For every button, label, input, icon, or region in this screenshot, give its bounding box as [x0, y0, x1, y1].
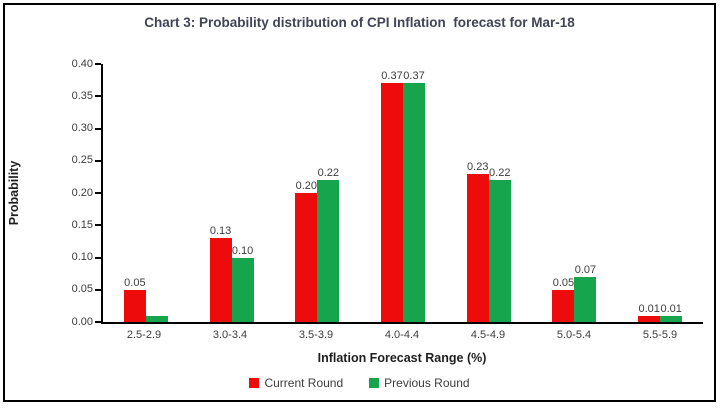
bar-group: 0.01 0.01 [617, 64, 703, 322]
bar-value-label: 0.37 [381, 70, 403, 83]
y-tick-mark [95, 159, 101, 162]
bar-value-label: 0.01 [660, 302, 682, 315]
y-axis-ticks: 0.00 0.05 0.10 0.15 0.20 0.25 0.30 0.35 0.40 [5, 58, 93, 328]
x-category-label: 4.5-4.9 [470, 329, 506, 341]
y-tick-label: 0.20 [71, 186, 93, 199]
y-tick-mark [95, 192, 101, 194]
x-category-label: 3.5-3.9 [298, 329, 334, 341]
bar-previous-round: 0.22 [488, 167, 511, 322]
y-tick-label: 0.05 [71, 283, 93, 296]
y-tick-mark [95, 127, 101, 130]
bar-value-label: 0.05 [552, 276, 575, 289]
y-tick-mark [95, 95, 101, 98]
bar-value-label: 0.37 [403, 70, 425, 83]
chart-legend: Current Round Previous Round [5, 376, 714, 390]
bar-value-label: 0.10 [231, 244, 254, 257]
bar-value-label: 0.20 [295, 180, 318, 192]
chart-frame: Chart 3: Probability distribution of CPI… [3, 3, 716, 402]
x-category-label: 2.5-2.9 [126, 329, 162, 341]
bar-group: 0.05 0.07 [532, 64, 618, 322]
y-tick-label: 0.25 [71, 154, 93, 167]
bar-current-round: 0.37 [381, 70, 404, 322]
legend-swatch-icon [369, 378, 380, 388]
bar-value-label: 0.22 [317, 167, 340, 180]
bar-groups: 0.05 0.13 0.10 0.20 0.22 0.37 0.37 0.23 0.22 0.05… [103, 64, 703, 322]
y-tick-mark [95, 288, 101, 291]
x-category-labels: 2.5-2.9 3.0-3.4 3.5-3.9 4.0-4.4 4.5-4.9 5.0-5… [101, 329, 703, 341]
x-category-label: 3.0-3.4 [212, 329, 248, 341]
bar-group: 0.37 0.37 [360, 64, 446, 322]
x-category-label: 4.0-4.4 [384, 329, 420, 341]
bar-current-round: 0.20 [295, 180, 318, 322]
bar-previous-round: 0.07 [574, 264, 597, 322]
bar-current-round: 0.05 [552, 277, 575, 322]
y-tick-mark [95, 224, 101, 227]
bar-previous-round: 0.01 [660, 303, 683, 322]
x-axis-title: Inflation Forecast Range (%) [317, 351, 487, 365]
bar-group: 0.23 0.22 [446, 64, 532, 322]
y-tick-label: 0.30 [71, 122, 93, 134]
y-tick-label: 0.40 [71, 57, 93, 70]
y-tick-label: 0.10 [71, 251, 93, 263]
bar-previous-round: 0.10 [231, 245, 254, 322]
legend-swatch-icon [249, 378, 260, 388]
bar-previous-round: 0.37 [403, 70, 426, 322]
y-tick-label: 0.00 [71, 315, 93, 328]
bar-previous-round [145, 315, 168, 322]
x-category-label: 5.5-5.9 [642, 329, 678, 341]
y-tick-mark [95, 63, 101, 65]
legend-label: Previous Round [384, 376, 470, 390]
x-category-label: 5.0-5.4 [556, 329, 592, 341]
bar-value-label: 0.07 [574, 263, 597, 276]
y-tick-mark [95, 256, 101, 259]
legend-item-previous-round: Previous Round [369, 376, 470, 390]
bar-group: 0.20 0.22 [274, 64, 360, 322]
legend-label: Current Round [264, 376, 344, 390]
legend-item-current-round: Current Round [249, 376, 343, 390]
chart-title: Chart 3: Probability distribution of CPI… [144, 15, 575, 30]
bar-value-label: 0.05 [124, 276, 146, 289]
bar-current-round: 0.23 [466, 161, 489, 322]
bar-group: 0.13 0.10 [189, 64, 275, 322]
bar-current-round: 0.13 [209, 225, 232, 322]
bar-current-round: 0.05 [123, 277, 146, 322]
bar-group: 0.05 [103, 64, 189, 322]
y-tick-label: 0.35 [71, 89, 93, 102]
bar-value-label: 0.22 [489, 167, 511, 180]
y-tick-label: 0.15 [71, 218, 93, 231]
y-tick-mark [95, 321, 101, 323]
bar-previous-round: 0.22 [317, 167, 340, 322]
bar-value-label: 0.23 [467, 160, 489, 173]
plot-area: 0.05 0.13 0.10 0.20 0.22 0.37 0.37 0.23 0.22 0.05… [95, 63, 703, 324]
bar-value-label: 0.13 [209, 225, 232, 238]
bar-value-label: 0.01 [638, 302, 660, 315]
bar-current-round: 0.01 [638, 303, 661, 322]
